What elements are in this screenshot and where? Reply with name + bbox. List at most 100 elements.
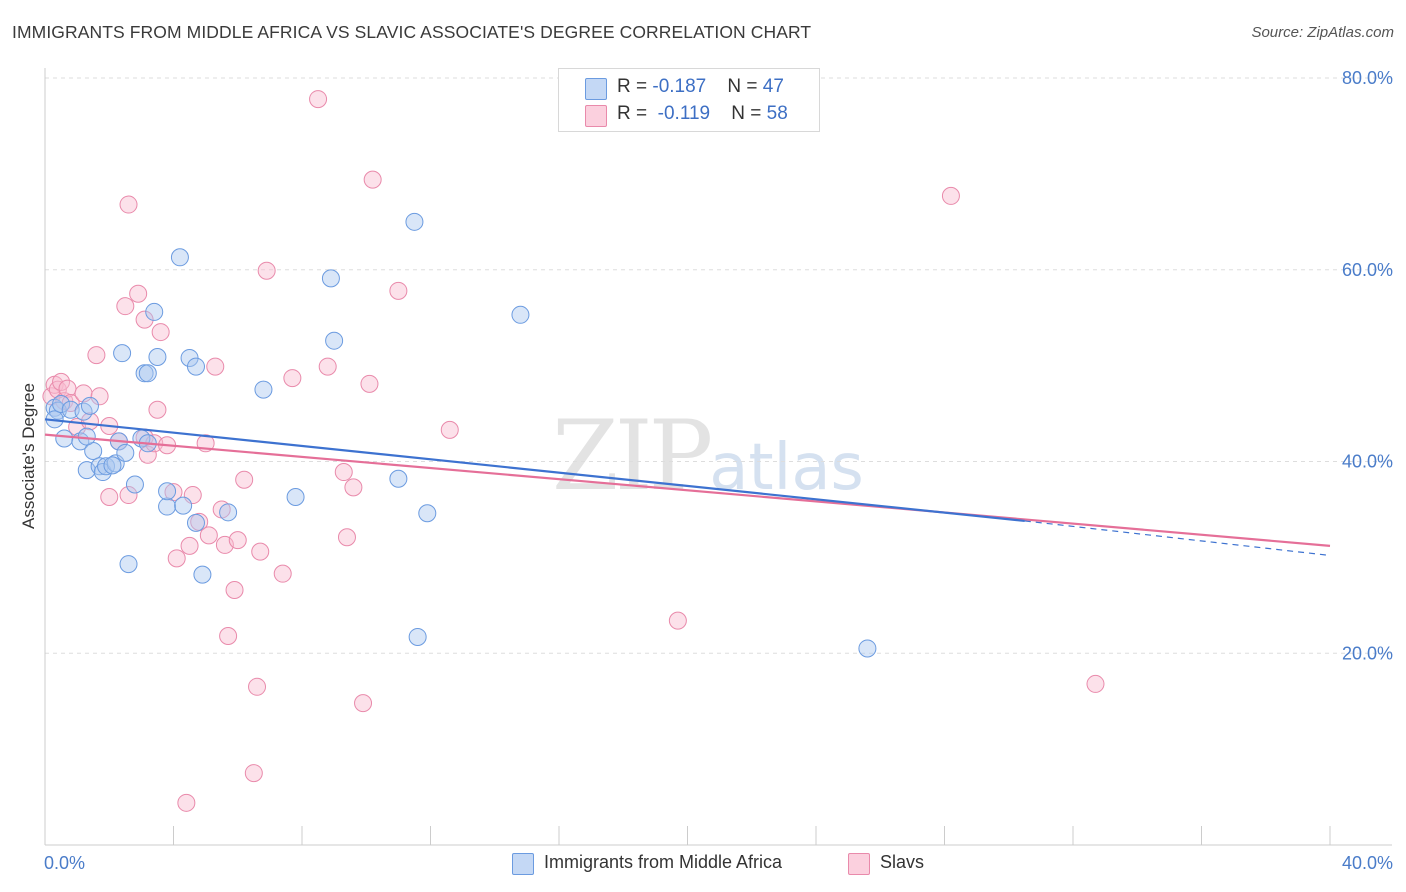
data-point-middle-africa (125, 475, 144, 494)
legend-swatch-pink (585, 105, 607, 127)
data-point-slavs (344, 478, 363, 497)
data-point-slavs (273, 564, 292, 583)
data-point-middle-africa (408, 627, 427, 646)
data-point-middle-africa (93, 463, 112, 482)
series-middle-africa-points (45, 212, 877, 658)
data-point-slavs (151, 323, 170, 342)
data-point-slavs (257, 261, 276, 280)
data-point-slavs (363, 170, 382, 189)
data-point-slavs (360, 374, 379, 393)
tick-labels: 20.0% 40.0% 60.0% 80.0% 0.0% 40.0% (44, 68, 1393, 873)
data-point-middle-africa (321, 269, 340, 288)
data-point-slavs (116, 297, 135, 316)
x-tick-label: 40.0% (1342, 853, 1393, 873)
data-point-slavs (668, 611, 687, 630)
data-point-slavs (100, 487, 119, 506)
chart-title: IMMIGRANTS FROM MIDDLE AFRICA VS SLAVIC … (12, 22, 812, 42)
data-point-slavs (206, 357, 225, 376)
data-point-middle-africa (119, 555, 138, 574)
data-point-slavs (318, 357, 337, 376)
data-point-middle-africa (148, 347, 167, 366)
bottom-legend-swatch-pink (848, 853, 870, 875)
data-point-middle-africa (145, 302, 164, 321)
data-point-slavs (87, 346, 106, 365)
data-point-middle-africa (116, 443, 135, 462)
data-point-middle-africa (174, 496, 193, 515)
data-point-middle-africa (113, 344, 132, 363)
data-point-middle-africa (325, 331, 344, 350)
trend-line-middle-africa-extension (1024, 520, 1331, 557)
data-point-slavs (235, 470, 254, 489)
grid-lines (45, 77, 1392, 654)
series-slavs-points (42, 90, 1105, 812)
data-point-slavs (334, 463, 353, 482)
data-point-middle-africa (158, 497, 177, 516)
data-point-slavs (248, 677, 267, 696)
data-point-middle-africa (254, 380, 273, 399)
data-point-slavs (251, 542, 270, 561)
axes (44, 68, 1392, 846)
data-point-middle-africa (103, 456, 122, 475)
data-point-slavs (219, 626, 238, 645)
data-point-middle-africa (286, 487, 305, 506)
watermark-atlas: atlas (709, 431, 864, 505)
legend-text-middle-africa: R = -0.187 N = 47 (617, 76, 784, 97)
bottom-legend-label-slavs: Slavs (880, 852, 925, 872)
y-tick-label: 20.0% (1342, 643, 1393, 663)
data-point-slavs (1086, 674, 1105, 693)
data-point-slavs (941, 186, 960, 205)
data-point-slavs (199, 526, 218, 545)
data-point-slavs (228, 531, 247, 550)
y-tick-label: 80.0% (1342, 68, 1393, 88)
data-point-slavs (119, 486, 138, 505)
data-point-middle-africa (170, 248, 189, 267)
data-point-slavs (244, 764, 263, 783)
watermark: ZIPatlas (552, 400, 864, 512)
data-point-slavs (440, 420, 459, 439)
legend-text-slavs: R = -0.119 N = 58 (617, 103, 788, 124)
watermark-zip: ZIP (552, 400, 713, 512)
data-point-slavs (148, 400, 167, 419)
data-point-slavs (52, 372, 71, 391)
data-point-middle-africa (193, 565, 212, 584)
data-point-middle-africa (418, 504, 437, 523)
data-point-slavs (309, 90, 328, 109)
bottom-legend-swatch-blue (512, 853, 534, 875)
data-point-middle-africa (186, 513, 205, 532)
source-credit: Source: ZipAtlas.com (1251, 24, 1394, 41)
data-point-slavs (167, 549, 186, 568)
y-tick-label: 60.0% (1342, 260, 1393, 280)
data-point-middle-africa (55, 429, 74, 448)
data-point-middle-africa (80, 396, 99, 415)
trend-lines (44, 418, 1331, 557)
data-point-slavs (90, 387, 109, 406)
data-point-middle-africa (186, 357, 205, 376)
data-point-slavs (180, 536, 199, 555)
data-point-middle-africa (389, 469, 408, 488)
bottom-legend-label-middle-africa: Immigrants from Middle Africa (544, 852, 783, 872)
y-axis-label: Associate's Degree (19, 383, 38, 529)
data-point-middle-africa (138, 364, 157, 383)
data-point-middle-africa (77, 427, 96, 446)
data-point-middle-africa (158, 482, 177, 501)
trend-line-slavs (44, 433, 1331, 547)
data-point-slavs (177, 793, 196, 812)
data-point-middle-africa (511, 305, 530, 324)
data-point-slavs (283, 369, 302, 388)
x-tick-label: 0.0% (44, 853, 85, 873)
data-point-slavs (354, 694, 373, 713)
data-point-middle-africa (219, 503, 238, 522)
trend-line-middle-africa (44, 418, 1025, 523)
data-point-slavs (129, 284, 148, 303)
data-point-slavs (225, 580, 244, 599)
data-point-slavs (135, 310, 154, 329)
data-point-middle-africa (52, 394, 71, 413)
data-point-slavs (119, 195, 138, 214)
data-point-slavs (389, 281, 408, 300)
legend-swatch-blue (585, 78, 607, 100)
data-point-middle-africa (858, 639, 877, 658)
correlation-legend: R = -0.187 N = 47 R = -0.119 N = 58 (558, 68, 820, 132)
y-tick-label: 40.0% (1342, 452, 1393, 472)
data-point-slavs (337, 528, 356, 547)
